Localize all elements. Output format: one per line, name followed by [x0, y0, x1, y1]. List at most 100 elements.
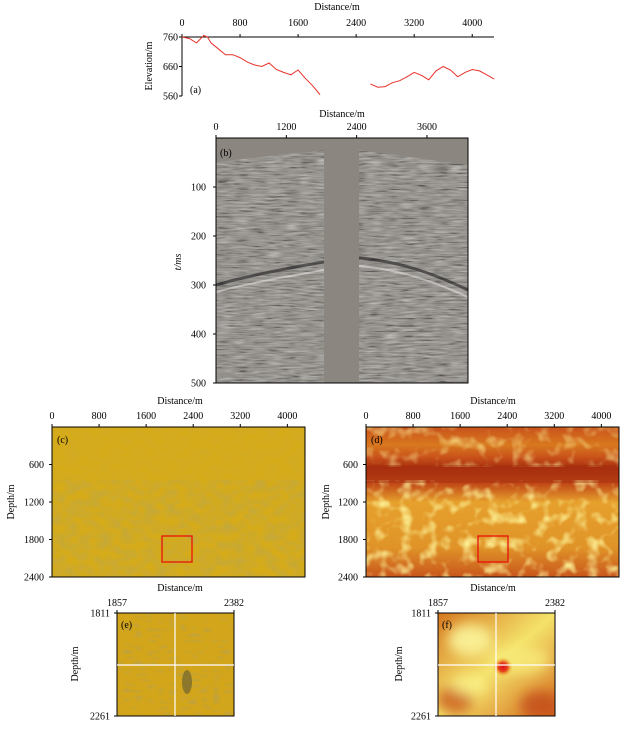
- elevation-point: [196, 42, 197, 44]
- panel-d-y-tick-label: 2400: [338, 573, 358, 584]
- panel-f-y-tick-labels: 1811 2261: [411, 609, 438, 723]
- panel-b-x-tick-label: 2400: [347, 122, 367, 133]
- elevation-point: [319, 94, 321, 95]
- panel-a-y-tick-labels: 760 660 560: [163, 33, 182, 103]
- panel-b-x-tick-label: 1200: [276, 122, 296, 133]
- panel-d-x-tick-labels: 0 800 1600 2400 3200 4000: [364, 411, 611, 427]
- panel-b: Distance/m 0 1200 2400 3600 100 200 300 400 500…: [173, 109, 469, 390]
- elevation-point: [290, 74, 292, 76]
- panel-c-y-tick-labels: 600 1200 1800 2400: [24, 460, 52, 584]
- panel-d-y-tick-labels: 600 1200 1800 2400: [338, 460, 366, 584]
- elevation-point: [239, 57, 241, 59]
- panel-a-x-tick-label: 4000: [462, 18, 482, 29]
- panel-b-y-tick-labels: 100 200 300 400 500: [191, 183, 216, 390]
- elevation-point: [377, 86, 379, 88]
- panel-d-y-tick-label: 1200: [338, 498, 358, 509]
- panel-f-y-tick-label: 2261: [411, 712, 431, 723]
- elevation-point: [254, 64, 255, 66]
- elevation-point: [246, 61, 248, 63]
- elevation-point: [450, 69, 451, 71]
- panel-f: 1857 2382 1811 2261 Depth/m (f): [394, 598, 565, 723]
- elevation-point: [312, 85, 314, 87]
- panel-d-image: [366, 427, 619, 577]
- elevation-point: [304, 77, 306, 79]
- panel-b-x-tick-label: 0: [214, 122, 219, 133]
- panel-b-data-gap: [324, 138, 359, 383]
- panel-a-x-tick-label: 800: [233, 18, 248, 29]
- panel-a-x-tick-labels: 0 800 1600 2400 3200 4000: [180, 18, 482, 37]
- panel-b-ylabel: t/ms: [173, 254, 184, 271]
- panel-d-zoom-box: [477, 535, 509, 563]
- elevation-point: [384, 86, 386, 87]
- panel-e-x-tick-labels: 1857 2382: [107, 598, 244, 613]
- panel-a-y-tick-label: 760: [163, 33, 178, 44]
- elevation-point: [283, 72, 284, 73]
- panel-b-y-tick-label: 100: [191, 183, 206, 194]
- panel-e-y-tick-label: 2261: [90, 712, 110, 723]
- panel-c-y-tick-label: 2400: [24, 573, 44, 584]
- panel-b-y-tick-label: 400: [191, 330, 206, 341]
- panel-d: Distance/m 0 800 1600 2400 3200 4000 600 1200 1…: [321, 396, 620, 594]
- elevation-point: [406, 76, 408, 78]
- panel-f-x-tick-labels: 1857 2382: [428, 598, 565, 613]
- elevation-point: [464, 72, 466, 73]
- elevation-point: [206, 36, 208, 38]
- panel-c-ylabel: Depth/m: [6, 484, 17, 519]
- elevation-point: [413, 72, 415, 73]
- panel-c-zoom-box: [161, 535, 193, 563]
- panel-a-x-tick-label: 3200: [404, 18, 424, 29]
- elevation-point: [181, 36, 183, 38]
- panel-a-label: (a): [190, 85, 201, 96]
- elevation-point: [421, 74, 422, 76]
- panel-a-ylabel: Elevation/m: [144, 41, 155, 90]
- panel-a-x-tick-label: 2400: [346, 18, 366, 29]
- panel-c-y-tick-label: 1200: [24, 498, 44, 509]
- panel-b-y-tick-label: 300: [191, 281, 206, 292]
- panel-d-label: (d): [371, 435, 383, 446]
- panel-d-y-tick-label: 600: [343, 460, 358, 471]
- panel-f-x-tick-label: 2382: [545, 598, 565, 609]
- panel-d-ylabel: Depth/m: [321, 484, 332, 519]
- panel-c-x-tick-label: 800: [92, 411, 107, 422]
- elevation-point: [479, 70, 480, 72]
- panel-c-image: [52, 427, 305, 577]
- elevation-point: [203, 35, 205, 36]
- elevation-point: [442, 66, 444, 67]
- panel-c-x-tick-label: 0: [50, 411, 55, 422]
- elevation-point: [486, 74, 488, 76]
- panel-d-xlabel: Distance/m: [470, 396, 516, 407]
- panel-b-x-tick-labels: 0 1200 2400 3600: [214, 122, 437, 138]
- panel-b-seismic-image: [216, 138, 468, 383]
- elevation-point: [275, 69, 277, 70]
- panel-b-y-tick-label: 500: [191, 379, 206, 390]
- panel-b-xlabel: Distance/m: [319, 109, 365, 120]
- panel-c-x-tick-label: 1600: [136, 411, 156, 422]
- panel-a-y-tick-label: 560: [163, 92, 178, 103]
- panel-c: Distance/m 0 800 1600 2400 3200 4000 600 1200 1…: [6, 396, 306, 594]
- panel-d-y-tick-label: 1800: [338, 535, 358, 546]
- panel-e-x-tick-label: 1857: [107, 598, 127, 609]
- panel-b-label: (b): [220, 148, 232, 159]
- elevation-line-segment-1: [181, 34, 321, 95]
- elevation-point: [225, 54, 226, 56]
- panel-d-x-tick-label: 2400: [497, 411, 517, 422]
- elevation-point: [232, 54, 234, 56]
- panel-e-label: (e): [121, 620, 132, 631]
- elevation-point: [188, 38, 190, 39]
- panel-c-y-tick-label: 600: [29, 460, 44, 471]
- panel-c-x-tick-labels: 0 800 1600 2400 3200 4000: [50, 411, 297, 427]
- panel-a: Distance/m 0 800 1600 2400 3200 4000 760 660 56…: [144, 2, 495, 103]
- panel-d-x-tick-label: 0: [364, 411, 369, 422]
- panel-f-hotspot: [493, 657, 513, 677]
- elevation-point: [217, 48, 219, 50]
- elevation-point: [471, 69, 473, 70]
- elevation-point: [493, 78, 495, 80]
- panel-c-x-tick-label: 3200: [230, 411, 250, 422]
- panel-a-y-tick-label: 660: [163, 62, 178, 73]
- panel-c-x-tick-label: 4000: [277, 411, 297, 422]
- elevation-point: [370, 83, 372, 85]
- elevation-point: [261, 66, 263, 67]
- panel-b-x-tick-label: 3600: [417, 122, 437, 133]
- panel-d-x-tick-label: 1600: [450, 411, 470, 422]
